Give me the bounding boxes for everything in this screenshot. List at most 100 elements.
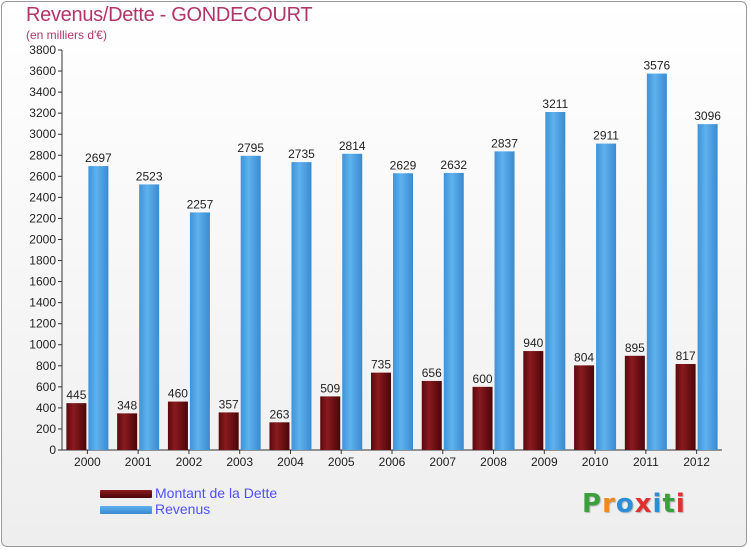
bar-revenus: [393, 173, 413, 450]
y-tick-label: 1800: [29, 254, 56, 268]
logo-letter: i: [675, 489, 686, 519]
x-tick-label: 2007: [429, 455, 456, 469]
data-label-revenus: 2814: [339, 139, 366, 153]
chart-subtitle: (en milliers d'€): [26, 28, 107, 42]
bar-revenus: [189, 212, 210, 450]
data-label-revenus: 2795: [237, 141, 264, 155]
logo-letter: t: [662, 489, 676, 519]
data-label-dette: 735: [371, 358, 391, 372]
x-tick-label: 2002: [176, 455, 203, 469]
bar-dette: [66, 403, 87, 450]
y-tick-label: 2400: [29, 190, 56, 204]
y-tick-label: 1600: [29, 275, 56, 289]
y-tick-label: 1200: [29, 317, 56, 331]
x-tick-label: 2001: [125, 455, 152, 469]
y-tick-label: 3400: [29, 85, 56, 99]
legend-label-dette: Montant de la Dette: [155, 485, 278, 501]
data-label-revenus: 3576: [643, 59, 670, 73]
legend-swatch-revenus: [100, 506, 152, 514]
bar-dette: [472, 386, 493, 450]
data-label-dette: 600: [473, 372, 493, 386]
x-tick-label: 2003: [226, 455, 253, 469]
bar-dette: [523, 351, 544, 450]
x-tick-label: 2008: [480, 455, 507, 469]
data-label-revenus: 2629: [390, 158, 417, 172]
y-tick-label: 0: [49, 443, 56, 457]
logo-letter: i: [652, 489, 663, 519]
data-label-dette: 804: [574, 350, 594, 364]
logo-letter: P: [582, 489, 603, 519]
bar-revenus: [545, 112, 566, 450]
chart-title: Revenus/Dette - GONDECOURT: [26, 4, 313, 26]
legend-label-revenus: Revenus: [155, 501, 211, 517]
y-tick-label: 3000: [29, 127, 56, 141]
data-label-dette: 509: [320, 381, 340, 395]
bar-revenus: [443, 172, 464, 450]
data-label-revenus: 2837: [491, 136, 518, 150]
data-label-revenus: 2697: [85, 151, 112, 165]
bar-dette: [624, 355, 645, 450]
data-label-dette: 445: [66, 388, 86, 402]
bar-revenus: [646, 73, 667, 450]
data-label-revenus: 2257: [187, 197, 214, 211]
bar-dette: [218, 412, 239, 450]
bar-revenus: [240, 155, 261, 450]
y-tick-label: 1400: [29, 296, 56, 310]
bar-dette: [269, 422, 290, 450]
data-label-revenus: 2632: [440, 158, 467, 172]
y-tick-label: 3600: [29, 64, 56, 78]
x-tick-label: 2004: [277, 455, 304, 469]
data-label-dette: 817: [676, 349, 696, 363]
y-tick-label: 3800: [29, 43, 56, 57]
data-label-dette: 895: [625, 341, 645, 355]
bar-dette: [117, 413, 138, 450]
x-tick-label: 2005: [328, 455, 355, 469]
y-tick-label: 3200: [29, 106, 56, 120]
bar-dette: [371, 372, 391, 450]
x-tick-label: 2009: [531, 455, 558, 469]
x-tick-label: 2010: [582, 455, 609, 469]
bar-dette: [675, 364, 696, 450]
data-label-dette: 460: [168, 387, 188, 401]
data-label-revenus: 3211: [542, 97, 568, 111]
logo-letter: x: [634, 489, 653, 519]
x-tick-label: 2012: [683, 455, 710, 469]
y-tick-label: 200: [36, 422, 56, 436]
logo-letter: o: [615, 489, 635, 519]
data-label-dette: 357: [219, 397, 239, 411]
bar-dette: [320, 396, 341, 450]
logo-letter: r: [602, 489, 616, 519]
bar-revenus: [342, 153, 363, 450]
bar-revenus: [596, 143, 617, 450]
y-tick-label: 2000: [29, 232, 56, 246]
data-label-dette: 263: [269, 407, 289, 421]
bar-dette: [574, 365, 595, 450]
data-label-revenus: 2735: [288, 147, 315, 161]
y-tick-label: 400: [36, 401, 56, 415]
y-tick-label: 2600: [29, 169, 56, 183]
bar-revenus: [139, 184, 160, 450]
bar-revenus: [494, 151, 515, 451]
data-label-revenus: 3096: [694, 109, 721, 123]
x-tick-label: 2011: [633, 455, 659, 469]
bar-revenus: [697, 124, 718, 451]
data-label-dette: 940: [523, 336, 543, 350]
legend-swatch-dette: [100, 490, 152, 498]
x-tick-label: 2006: [379, 455, 406, 469]
bar-revenus: [291, 162, 312, 450]
data-label-dette: 348: [117, 398, 137, 412]
y-tick-label: 600: [36, 380, 56, 394]
x-tick-label: 2000: [74, 455, 101, 469]
bar-dette: [421, 380, 442, 450]
y-tick-label: 2800: [29, 148, 56, 162]
bar-dette: [167, 401, 188, 450]
bar-revenus: [88, 166, 109, 450]
data-label-dette: 656: [422, 366, 442, 380]
y-tick-label: 2200: [29, 211, 56, 225]
y-tick-label: 800: [36, 359, 56, 373]
data-label-revenus: 2911: [593, 129, 619, 143]
data-label-revenus: 2523: [136, 169, 163, 183]
y-tick-label: 1000: [29, 338, 56, 352]
